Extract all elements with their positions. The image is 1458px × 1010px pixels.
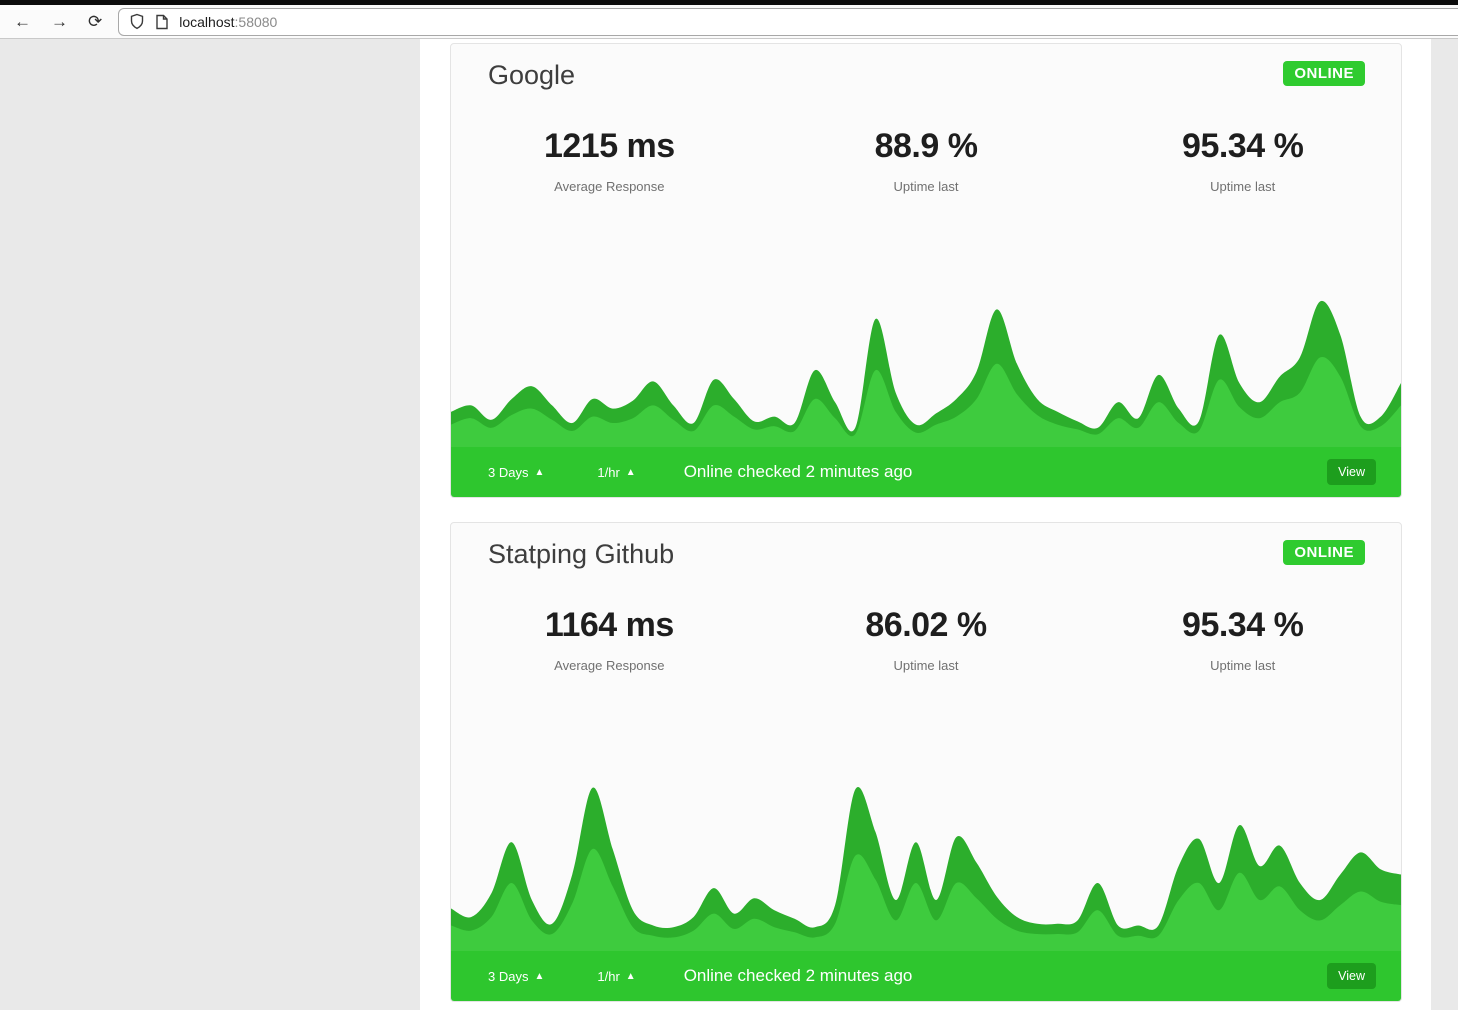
interval-dropdown[interactable]: 1/hr ▲ xyxy=(597,969,635,984)
stat-value: 1164 ms xyxy=(544,605,674,644)
range-dropdown[interactable]: 3 Days ▲ xyxy=(488,465,544,480)
interval-label: 1/hr xyxy=(597,968,620,984)
stat-label: Uptime last xyxy=(893,657,959,673)
service-title[interactable]: Statping Github xyxy=(488,539,675,569)
stat-value: 95.34 % xyxy=(1182,605,1304,644)
status-badge: ONLINE xyxy=(1283,540,1365,565)
last-checked-text: Online checked 2 minutes ago xyxy=(683,462,913,481)
stat-uptime-2: 95.34 % Uptime last xyxy=(1084,606,1401,673)
url-bar[interactable]: localhost:58080 xyxy=(118,7,1458,36)
browser-toolbar: ← → ⟳ localhost:58080 xyxy=(0,5,1458,39)
caret-up-icon: ▲ xyxy=(534,466,545,478)
stat-value: 86.02 % xyxy=(865,605,987,644)
stat-uptime-1: 86.02 % Uptime last xyxy=(768,606,1085,673)
range-dropdown[interactable]: 3 Days ▲ xyxy=(488,969,544,984)
last-checked-text: Online checked 2 minutes ago xyxy=(683,966,913,985)
interval-dropdown[interactable]: 1/hr ▲ xyxy=(597,465,635,480)
stat-label: Average Response xyxy=(554,178,665,194)
stat-average-response: 1215 ms Average Response xyxy=(451,127,768,194)
card-footer: 3 Days ▲ 1/hr ▲ Online checked 2 minutes… xyxy=(451,447,1401,497)
stat-value: 1215 ms xyxy=(543,126,675,165)
interval-label: 1/hr xyxy=(597,464,620,480)
stat-label: Uptime last xyxy=(893,178,959,194)
view-button[interactable]: View xyxy=(1327,459,1376,485)
stat-value: 88.9 % xyxy=(874,126,978,165)
page-info-icon[interactable] xyxy=(155,14,169,30)
url-host: localhost xyxy=(179,13,235,30)
stat-label: Average Response xyxy=(554,657,665,673)
caret-up-icon: ▲ xyxy=(534,970,545,982)
window-top-strip xyxy=(0,0,1458,5)
range-label: 3 Days xyxy=(488,464,529,480)
stats-row: 1164 ms Average Response 86.02 % Uptime … xyxy=(451,606,1401,673)
service-card-statping-github: Statping Github ONLINE 1164 ms Average R… xyxy=(450,522,1402,1002)
url-text: localhost:58080 xyxy=(179,14,277,30)
stat-value: 95.34 % xyxy=(1182,126,1304,165)
forward-icon[interactable]: → xyxy=(51,12,68,31)
shield-icon[interactable] xyxy=(129,13,145,30)
reload-icon[interactable]: ⟳ xyxy=(88,12,103,31)
stat-uptime-2: 95.34 % Uptime last xyxy=(1084,127,1401,194)
response-time-chart xyxy=(451,776,1401,951)
status-badge: ONLINE xyxy=(1283,61,1365,86)
range-label: 3 Days xyxy=(488,968,529,984)
service-card-google: Google ONLINE 1215 ms Average Response 8… xyxy=(450,43,1402,498)
stat-label: Uptime last xyxy=(1210,178,1276,194)
status-page: Google ONLINE 1215 ms Average Response 8… xyxy=(420,39,1431,1010)
card-footer: 3 Days ▲ 1/hr ▲ Online checked 2 minutes… xyxy=(451,951,1401,1001)
stat-label: Uptime last xyxy=(1210,657,1276,673)
stat-uptime-1: 88.9 % Uptime last xyxy=(768,127,1085,194)
view-button[interactable]: View xyxy=(1327,963,1376,989)
stat-average-response: 1164 ms Average Response xyxy=(451,606,768,673)
url-port: :58080 xyxy=(234,13,278,30)
response-time-chart xyxy=(451,282,1401,447)
caret-up-icon: ▲ xyxy=(625,970,636,982)
stats-row: 1215 ms Average Response 88.9 % Uptime l… xyxy=(451,127,1401,194)
back-icon[interactable]: ← xyxy=(14,12,31,31)
service-title[interactable]: Google xyxy=(488,60,576,90)
caret-up-icon: ▲ xyxy=(625,466,636,478)
